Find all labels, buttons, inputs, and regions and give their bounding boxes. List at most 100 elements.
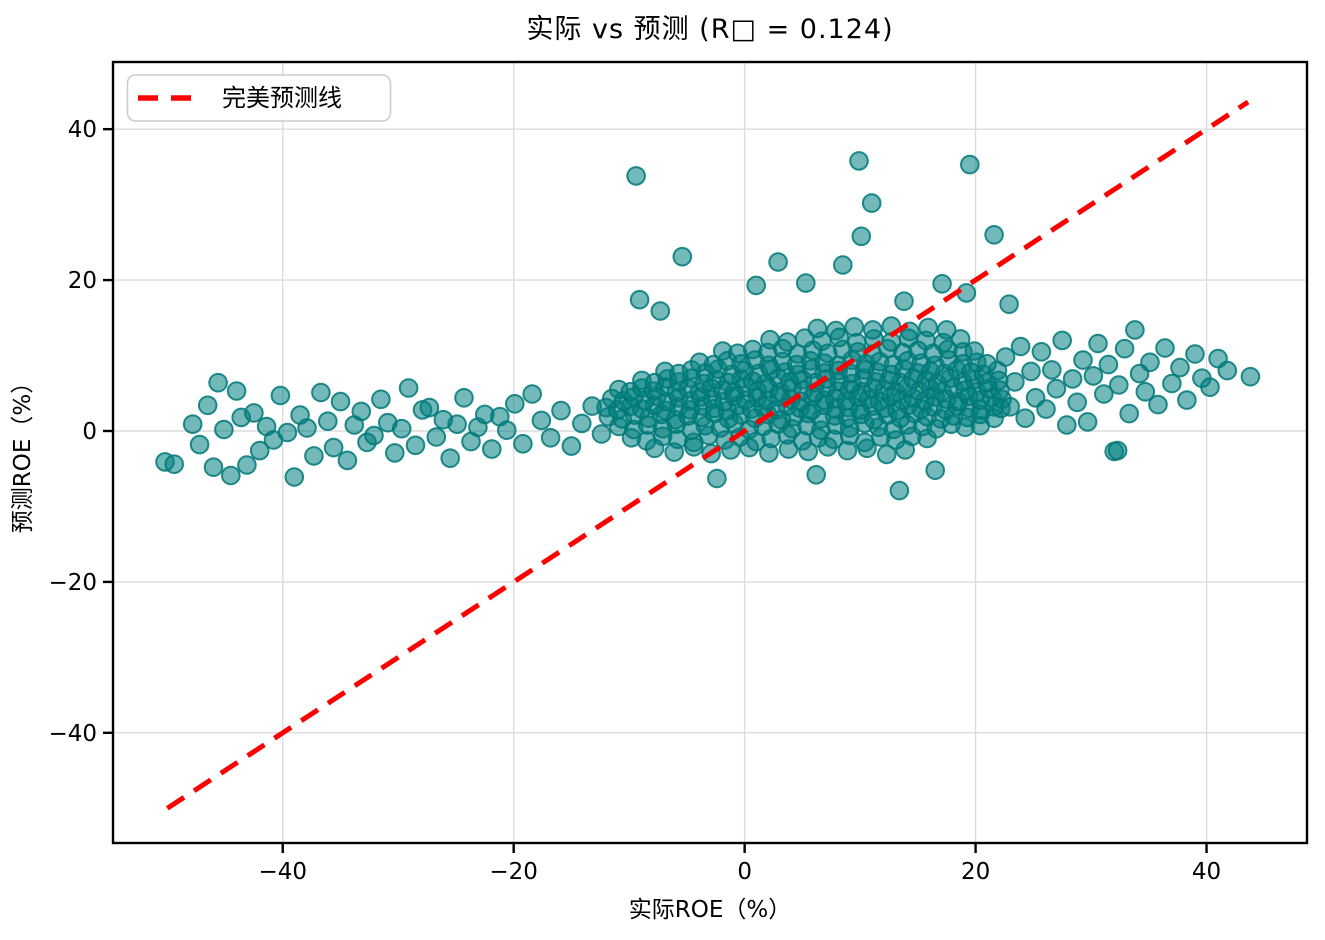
scatter-point <box>1021 361 1041 382</box>
scatter-point <box>164 454 184 475</box>
scatter-point <box>995 347 1016 367</box>
scatter-point <box>1036 399 1056 419</box>
chart-title: 实际 vs 预测 (R□ = 0.124) <box>526 14 893 45</box>
scatter-point <box>297 418 317 438</box>
y-tick-label: 40 <box>68 117 97 143</box>
scatter-point <box>1062 369 1083 389</box>
scatter-point <box>960 154 980 175</box>
x-tick-label: 40 <box>1192 859 1221 885</box>
scatter-point <box>304 446 324 466</box>
perfect-prediction-line <box>165 99 1250 811</box>
scatter-point <box>371 389 391 410</box>
axis-ticks: −40 −20 0 20 40 −40 −20 0 20 40 <box>48 117 1221 885</box>
scatter-point <box>918 317 939 338</box>
scatter-point <box>454 388 474 408</box>
scatter-point <box>806 465 827 485</box>
scatter-point <box>284 467 305 487</box>
x-tick-label: −40 <box>258 859 307 885</box>
scatter-point <box>984 225 1004 245</box>
scatter-point <box>351 401 372 422</box>
scatter-point <box>203 457 224 478</box>
scatter-point <box>844 317 865 337</box>
scatter-point <box>1200 377 1220 398</box>
scatter-point <box>244 403 264 423</box>
scatter-point <box>189 434 210 455</box>
scatter-point <box>626 166 646 186</box>
scatter-point <box>337 450 358 471</box>
scatter-point <box>505 394 525 414</box>
scatter-point <box>440 448 461 469</box>
scatter-point <box>323 437 344 458</box>
scatter-point <box>1170 357 1190 378</box>
scatter-point <box>851 226 872 247</box>
scatter-point <box>889 480 910 501</box>
y-axis-label: 预测ROE（%） <box>10 371 36 533</box>
scatter-point <box>237 455 257 475</box>
scatter-point <box>364 425 384 446</box>
scatter-point <box>531 410 552 431</box>
plot-border-spines <box>111 60 1309 845</box>
scatter-point <box>1083 366 1104 386</box>
scatter-point <box>1000 397 1021 417</box>
scatter-point <box>1107 440 1128 461</box>
scatter-point <box>894 291 914 312</box>
scatter-point <box>270 385 291 406</box>
legend-label: 完美预测线 <box>222 84 342 112</box>
scatter-point <box>398 378 419 398</box>
scatter-point <box>277 422 298 443</box>
scatter-point <box>777 332 798 352</box>
scatter-point <box>426 427 447 447</box>
scatter-point <box>846 332 867 353</box>
scatter-point <box>1077 412 1098 432</box>
scatter-point <box>1067 392 1087 413</box>
y-tick-label: 0 <box>82 419 97 445</box>
scatter-point <box>999 294 1019 315</box>
scatter-point <box>208 372 228 393</box>
x-tick-label: 0 <box>737 859 752 885</box>
scatter-point <box>1057 415 1077 435</box>
scatter-point <box>522 384 543 404</box>
scatter-point <box>650 301 671 321</box>
scatter-point <box>849 151 869 171</box>
scatter-point <box>1177 390 1197 410</box>
scatter-point <box>707 468 727 489</box>
scatter-point <box>561 436 582 456</box>
scatter-point <box>826 320 846 341</box>
scatter-point <box>1114 338 1135 359</box>
scatter-point <box>1240 366 1261 387</box>
scatter-point <box>226 381 247 401</box>
scatter-point <box>1073 350 1093 370</box>
scatter-point <box>1088 333 1108 354</box>
legend-box <box>126 74 392 122</box>
scatter-point <box>1052 330 1072 351</box>
scatter-point <box>513 434 533 454</box>
scatter-point <box>551 400 571 421</box>
scatter-point <box>1155 338 1175 358</box>
grid-lines <box>113 62 1307 843</box>
scatter-point <box>1148 394 1168 415</box>
scatter-point <box>977 354 997 374</box>
scatter-point <box>214 419 234 440</box>
scatter-point <box>197 395 218 416</box>
scatter-point <box>1135 382 1156 402</box>
scatter-point <box>1125 320 1145 340</box>
scatter-point <box>482 439 502 459</box>
y-tick-label: −20 <box>48 570 97 596</box>
legend: 完美预测线 <box>126 74 392 122</box>
scatter-point <box>1046 378 1067 399</box>
scatter-point <box>1140 352 1160 373</box>
scatter-point <box>311 382 331 403</box>
scatter-point <box>760 329 780 350</box>
scatter-point <box>1005 372 1025 392</box>
scatter-point <box>1098 354 1119 375</box>
scatter-point <box>672 246 693 267</box>
scatter-point <box>391 418 412 439</box>
scatter-point <box>330 391 351 412</box>
scatter-point <box>497 420 517 441</box>
y-tick-label: −40 <box>48 721 97 747</box>
scatter-point <box>540 428 561 448</box>
scatter-point <box>405 435 426 456</box>
scatter-point <box>318 411 338 432</box>
scatter-point <box>833 255 853 275</box>
